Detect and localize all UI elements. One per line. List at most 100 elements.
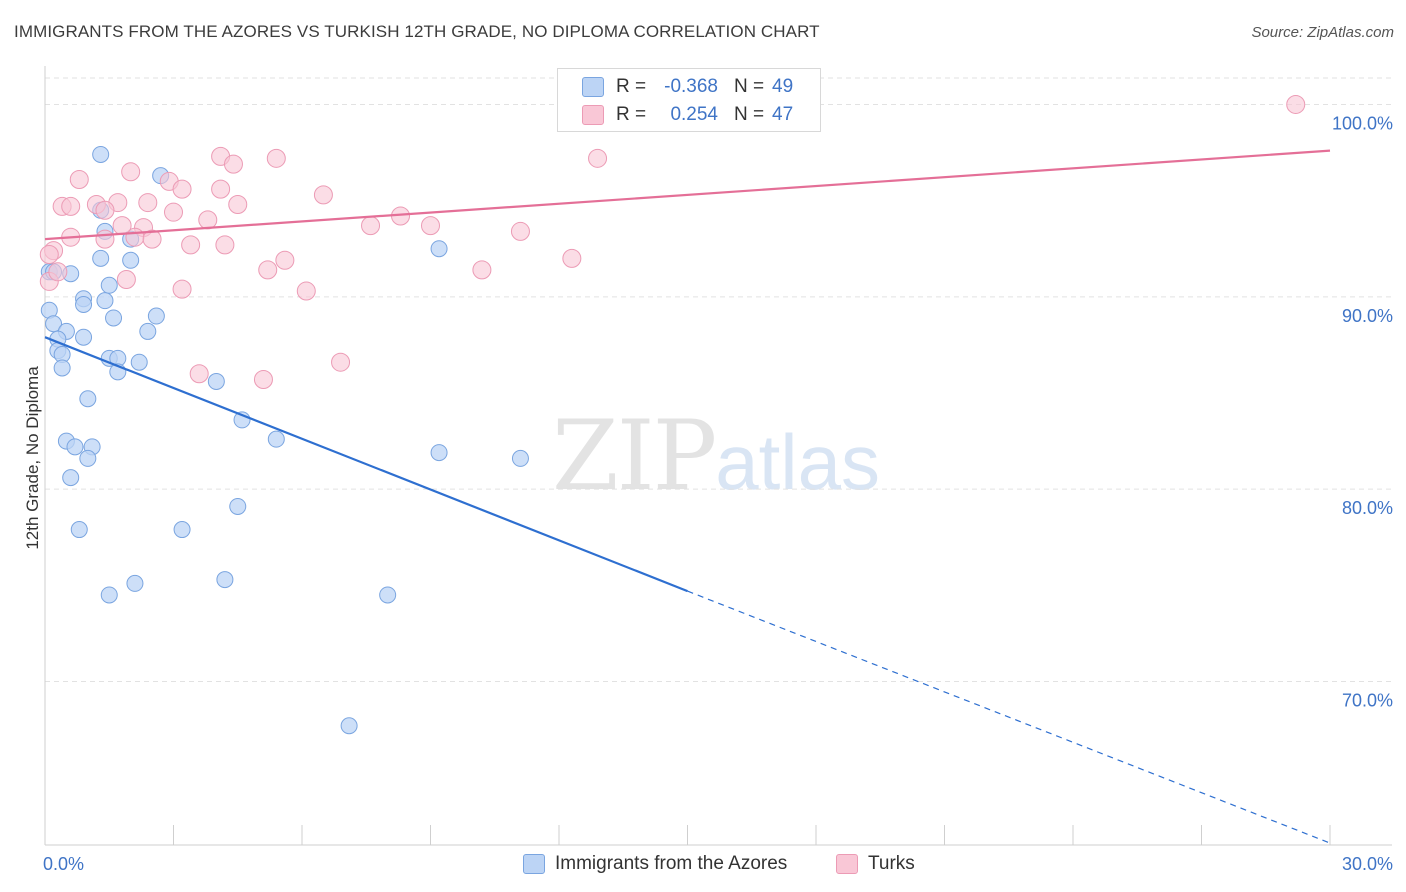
azores-point (66, 438, 84, 456)
azores-point (229, 497, 247, 515)
y-axis-label: 12th Grade, No Diploma (23, 366, 42, 550)
azores-point (130, 353, 148, 371)
turks-point (228, 194, 248, 214)
turks-point (112, 216, 132, 236)
legend-label-azores: Immigrants from the Azores (555, 853, 788, 874)
azores-point (511, 449, 529, 467)
turks-point (116, 270, 136, 290)
turks-point (95, 229, 115, 249)
watermark-atlas: atlas (715, 418, 880, 506)
turks-point (331, 352, 351, 372)
azores-point (207, 372, 225, 390)
axes (44, 66, 1392, 846)
azores-point (379, 586, 397, 604)
azores-point (139, 322, 157, 340)
legend-label-turks: Turks (868, 853, 915, 874)
turks-point (48, 262, 68, 282)
turks-point (69, 169, 89, 189)
turks-point (258, 260, 278, 280)
turks-point (164, 202, 183, 222)
azores-point (96, 292, 114, 310)
azores-trend-line (44, 336, 688, 593)
source-credit: Source: ZipAtlas.com (1251, 24, 1394, 41)
azores-point (147, 307, 165, 325)
turks-point (361, 216, 381, 236)
azores-point (122, 251, 140, 269)
legend-n-label: N = (734, 104, 765, 125)
legend-r-value: -0.368 (664, 76, 718, 97)
azores-point (430, 240, 448, 258)
azores-point (70, 521, 88, 539)
azores-point (173, 521, 191, 539)
azores-point (79, 449, 97, 467)
turks-point (121, 162, 141, 182)
legend-n-value: 47 (772, 104, 794, 125)
legend-r-label: R = (616, 76, 647, 97)
y-tick-label: 70.0% (1342, 691, 1393, 711)
turks-point (61, 196, 81, 216)
azores-point (430, 444, 448, 462)
trend-lines (44, 149, 1331, 844)
x-tick-label: 0.0% (43, 854, 84, 874)
legend-row-azores: R = -0.368 N = 49 (558, 73, 820, 101)
turks-point (215, 235, 235, 255)
turks-trend-line (44, 149, 1331, 241)
azores-point (45, 315, 63, 333)
gridlines (45, 77, 1392, 683)
turks-point (39, 244, 59, 264)
turks-point (313, 185, 333, 205)
turks-point (253, 370, 273, 390)
azores-point (75, 296, 93, 314)
legend-swatch-pink (836, 854, 858, 874)
tick-labels: 70.0% 80.0% 90.0% 100.0% 0.0% 30.0% (43, 113, 1393, 874)
azores-point (216, 571, 234, 589)
turks-point (189, 364, 209, 384)
turks-point (142, 229, 162, 249)
legend-swatch-pink (582, 105, 604, 125)
azores-point (53, 359, 71, 377)
azores-point (75, 328, 93, 346)
legend-n-value: 49 (772, 76, 794, 97)
azores-point (62, 469, 80, 487)
turks-point (95, 200, 115, 220)
turks-point (1286, 94, 1306, 114)
legend-swatch-blue (523, 854, 545, 874)
turks-point (181, 235, 201, 255)
watermark-zip: ZIP (552, 400, 717, 512)
azores-point (105, 309, 123, 327)
watermark: ZIPatlas (552, 400, 880, 512)
turks-point (266, 148, 286, 168)
legend-row-turks: R = 0.254 N = 47 (558, 101, 820, 129)
turks-point (211, 179, 231, 199)
legend-n-label: N = (734, 76, 765, 97)
legend-r-value: 0.254 (670, 104, 718, 125)
turks-point (421, 216, 440, 236)
turks-point (172, 179, 192, 199)
turks-point (223, 154, 243, 174)
turks-point (198, 210, 218, 230)
series-turks-points (39, 94, 1306, 390)
turks-point (296, 281, 316, 301)
turks-point (472, 260, 492, 280)
azores-point (79, 390, 97, 408)
chart-title: IMMIGRANTS FROM THE AZORES VS TURKISH 12… (14, 22, 820, 41)
legend-swatch-blue (582, 77, 604, 97)
turks-point (588, 148, 608, 168)
turks-point (138, 193, 158, 213)
series-legend: Immigrants from the Azores Turks (0, 852, 1406, 878)
turks-point (275, 250, 295, 270)
legend-r-label: R = (616, 104, 647, 125)
y-tick-label: 90.0% (1342, 306, 1393, 326)
x-tick-label: 30.0% (1342, 854, 1393, 874)
y-tick-label: 80.0% (1342, 498, 1393, 518)
azores-point (100, 276, 118, 294)
azores-point (267, 430, 285, 448)
azores-point (126, 574, 144, 592)
azores-trend-extension (687, 590, 1331, 844)
azores-point (92, 249, 110, 267)
azores-point (340, 717, 358, 735)
turks-point (562, 248, 582, 268)
correlation-legend: R = -0.368 N = 49 R = 0.254 N = 47 (557, 68, 821, 132)
azores-point (92, 145, 110, 163)
